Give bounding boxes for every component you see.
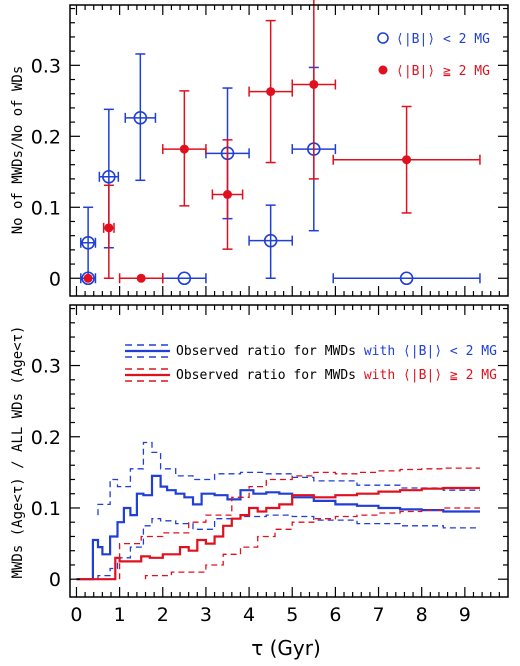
top-legend: ⟨|B|⟩ < 2 MG ⟨|B|⟩ ≧ 2 MG [377, 32, 490, 79]
bottom-legend-label-low: Observed ratio for MWDs with ⟨|B|⟩ < 2 M… [176, 344, 497, 359]
x-tick-label: 7 [372, 604, 384, 626]
y-tick-label: 0.3 [31, 55, 61, 77]
filled-marker [223, 190, 233, 200]
top-legend-label-high: ⟨|B|⟩ ≧ 2 MG [396, 64, 490, 79]
blue-data-point [332, 271, 481, 286]
x-tick-label: 8 [416, 604, 428, 626]
open-marker [81, 235, 95, 250]
y-tick-label: 0 [49, 268, 61, 290]
top-legend-label-low: ⟨|B|⟩ < 2 MG [396, 32, 490, 47]
open-marker [102, 169, 116, 184]
y-tick-label: 0.1 [31, 197, 61, 219]
x-tick-label: 9 [459, 604, 471, 626]
blue-data-point [162, 271, 207, 286]
red-data-point [102, 184, 115, 280]
filled-marker [266, 87, 276, 97]
bottom-legend: Observed ratio for MWDs with ⟨|B|⟩ < 2 M… [125, 344, 497, 383]
x-tick-label: 5 [286, 604, 298, 626]
red-observed-line [76, 486, 480, 581]
red-data-point [248, 19, 293, 164]
y-tick-label: 0 [49, 569, 61, 591]
filled-marker [179, 144, 189, 154]
blue-band-line [97, 514, 480, 580]
filled-marker [309, 79, 319, 89]
open-marker [399, 271, 414, 286]
bottom-y-axis-label: MWDs (Age<τ) / ALL WDs (Age<τ) [10, 326, 26, 579]
blue-band-line [97, 441, 480, 516]
red-data-point [211, 139, 244, 250]
y-tick-label: 0.1 [31, 498, 61, 520]
filled-marker [136, 273, 146, 283]
x-tick-label: 0 [70, 604, 82, 626]
x-axis-label: τ (Gyr) [251, 636, 321, 660]
red-data-point [332, 105, 481, 214]
red-data-point [83, 273, 93, 283]
filled-marker [104, 223, 114, 233]
x-tick-label: 4 [243, 604, 255, 626]
red-data-point [291, 0, 337, 180]
open-marker [177, 271, 192, 286]
bottom-series-layer [76, 441, 480, 581]
x-tick-label: 1 [114, 604, 126, 626]
open-marker [263, 233, 278, 248]
blue-data-point [80, 206, 97, 280]
blue-data-point [248, 204, 293, 280]
legend-open-circle-marker [377, 32, 389, 44]
red-data-point [118, 273, 164, 284]
top-y-axis-label: No of MWDs/No of WDs [10, 66, 26, 235]
open-marker [133, 111, 148, 125]
legend-filled-circle-marker [378, 65, 388, 75]
x-tick-label: 6 [329, 604, 341, 626]
bottom-panel: 0 1 2 3 4 5 6 7 8 9 0 0.1 0.2 0.3 MWDs (Age<τ) / ALL … [10, 304, 509, 660]
bottom-axes-layer: 0 1 2 3 4 5 6 7 8 9 0 0.1 0.2 0.3 [31, 305, 508, 626]
y-tick-label: 0.3 [31, 356, 61, 378]
bottom-legend-label-high: Observed ratio for MWDs with ⟨|B|⟩ ≧ 2 M… [176, 368, 497, 383]
y-tick-label: 0.2 [31, 427, 61, 449]
blue-data-point [124, 53, 157, 182]
red-band-line [118, 467, 480, 580]
blue-observed-line [76, 474, 480, 581]
top-panel: 0 0.1 0.2 0.3 No of MWDs/No of WDs ⟨|B|⟩ < … [10, 0, 509, 297]
x-tick-label: 3 [200, 604, 212, 626]
top-series-layer [80, 0, 481, 286]
red-data-point [162, 90, 207, 207]
filled-marker [83, 273, 93, 283]
y-tick-label: 0.2 [31, 126, 61, 148]
red-band-line [144, 507, 480, 580]
filled-marker [402, 155, 412, 165]
top-plot-frame [69, 4, 509, 297]
x-tick-label: 2 [157, 604, 169, 626]
top-axes-layer: 0 0.1 0.2 0.3 [31, 5, 508, 296]
